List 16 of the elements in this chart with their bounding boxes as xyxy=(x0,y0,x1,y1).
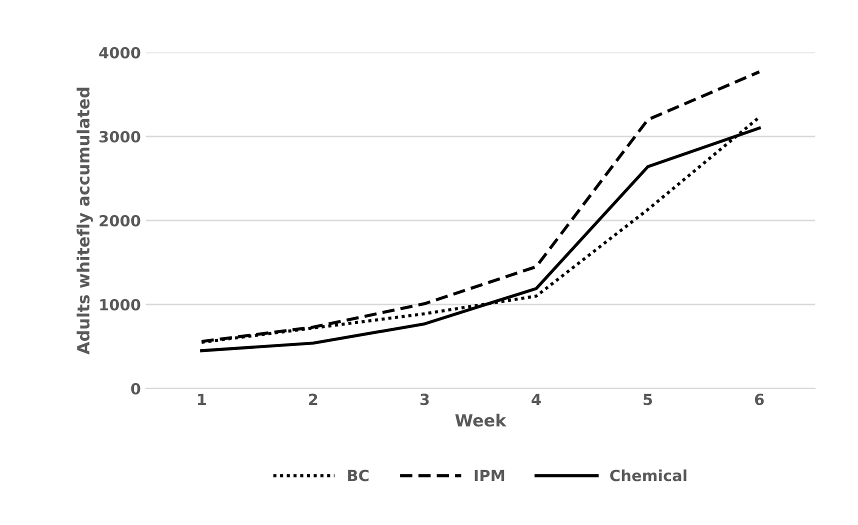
y-axis-title: Adults whitefly accumulated xyxy=(76,88,93,355)
x-tick-label: 2 xyxy=(309,394,318,405)
x-tick-label: 3 xyxy=(420,394,429,406)
x-tick-label: 6 xyxy=(754,394,764,406)
x-tick-label: 5 xyxy=(644,394,652,406)
y-tick-label: 2000 xyxy=(100,214,140,227)
x-axis-title: Week xyxy=(455,414,507,427)
y-tick-label: 4000 xyxy=(99,46,140,59)
legend-label: Chemical xyxy=(610,469,686,482)
legend-label: BC xyxy=(348,470,369,482)
y-tick-label: 0 xyxy=(131,382,140,395)
x-tick-label: 1 xyxy=(198,394,206,405)
y-tick-label: 1000 xyxy=(100,298,140,311)
legend-label: IPM xyxy=(474,470,504,482)
x-tick-label: 4 xyxy=(532,394,541,405)
y-tick-label: 3000 xyxy=(100,130,140,143)
